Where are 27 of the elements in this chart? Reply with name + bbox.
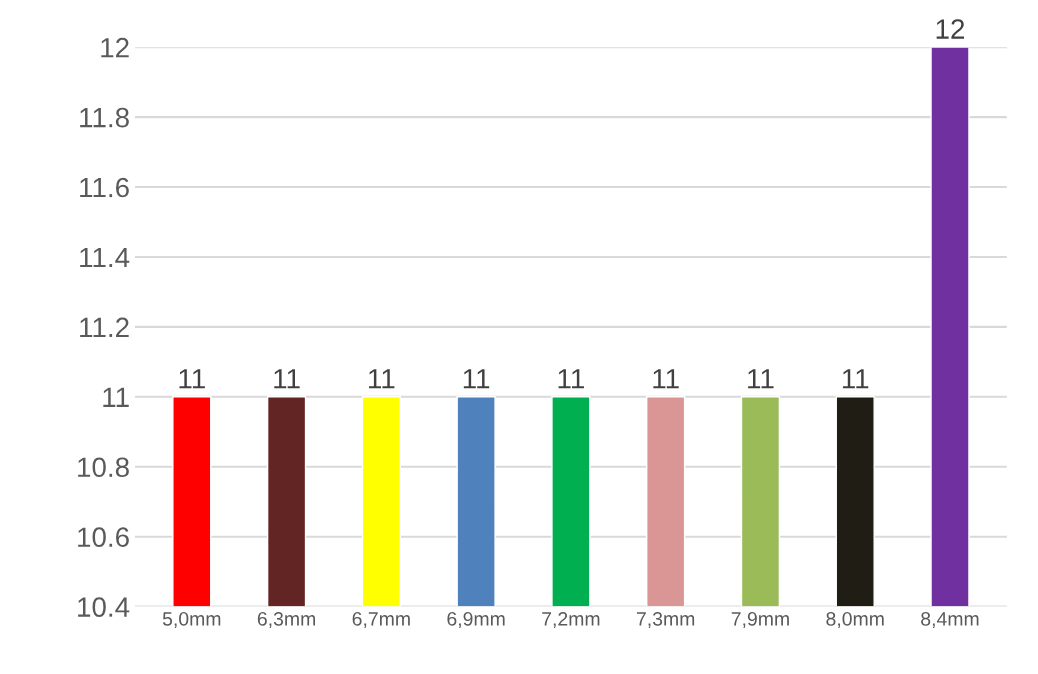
x-tick-label: 8,0mm — [826, 611, 884, 629]
x-tick-label: 6,7mm — [352, 611, 410, 629]
data-label: 11 — [463, 369, 490, 389]
data-label: 12 — [936, 19, 965, 39]
x-tick-label: 6,9mm — [447, 611, 505, 629]
data-label: 11 — [653, 369, 679, 389]
data-label: 11 — [842, 369, 869, 389]
x-tick-label: 7,9mm — [731, 611, 789, 629]
y-tick-label: 12 — [101, 37, 129, 58]
data-label: 11 — [179, 369, 205, 389]
y-tick-label: 11.2 — [80, 317, 129, 337]
y-tick-label: 10.6 — [78, 527, 129, 548]
data-label: 11 — [558, 369, 584, 389]
data-label: 11 — [274, 369, 300, 389]
x-tick-label: 6,3mm — [257, 611, 316, 629]
data-label: 11 — [748, 369, 774, 389]
y-tick-label: 11.4 — [80, 247, 130, 268]
x-tick-label: 8,4mm — [921, 611, 979, 629]
y-tick-label: 11.6 — [80, 177, 129, 198]
data-label: 11 — [369, 369, 395, 389]
x-tick-label: 7,3mm — [636, 611, 695, 629]
y-tick-label: 10.8 — [78, 457, 129, 478]
x-tick-label: 7,2mm — [542, 611, 600, 629]
y-tick-label: 11 — [103, 387, 129, 407]
y-tick-label: 10.4 — [78, 597, 130, 617]
x-tick-label: 5,0mm — [162, 611, 221, 629]
y-tick-label: 11.8 — [80, 107, 129, 128]
